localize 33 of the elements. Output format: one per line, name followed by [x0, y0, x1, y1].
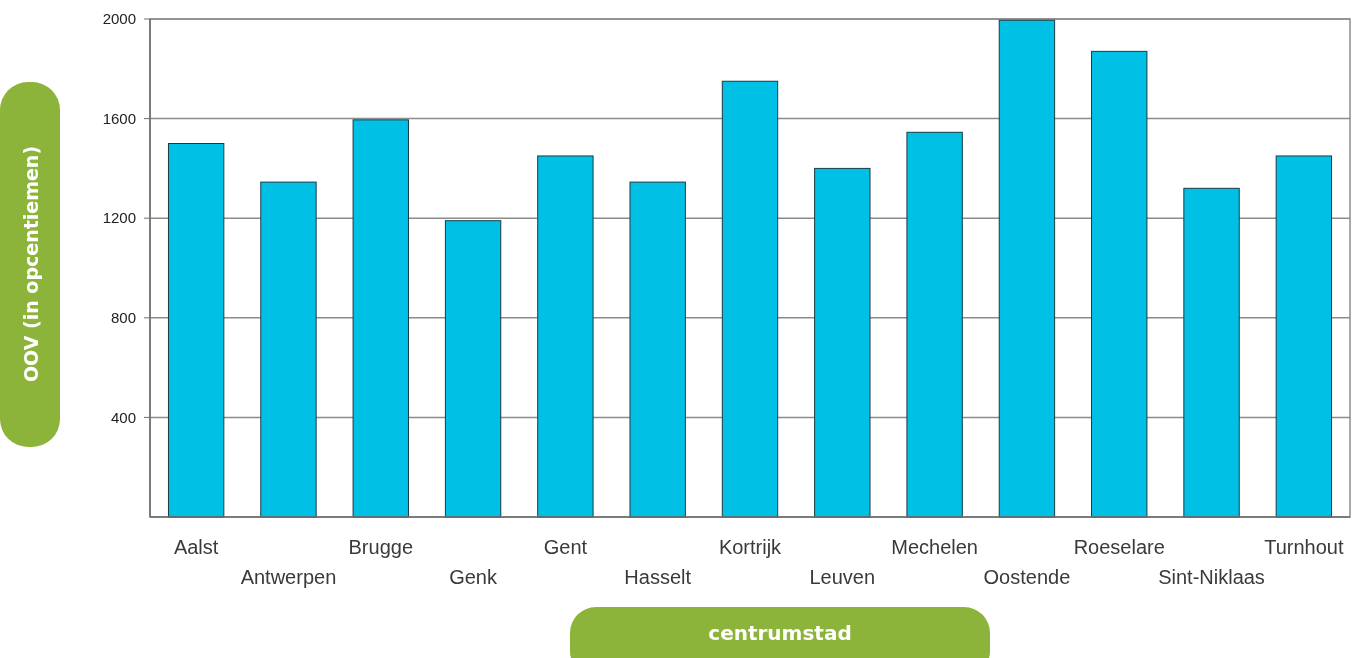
y-tick-label: 800 [110, 309, 136, 327]
bar [260, 181, 317, 518]
bar [629, 181, 686, 518]
bar [998, 19, 1056, 518]
bar [906, 131, 963, 518]
bar [814, 167, 871, 518]
bar [721, 80, 779, 518]
x-tick-label: Brugge [348, 536, 414, 558]
y-axis-title: OOV (in opcentiemen) [19, 145, 42, 383]
x-tick-label: Mechelen [891, 536, 978, 558]
bar [537, 155, 594, 518]
x-tick-label: Hasselt [624, 566, 692, 588]
x-tick-label: Kortrijk [718, 536, 783, 558]
bar [444, 220, 502, 518]
bar [1275, 155, 1333, 518]
y-tick-label: 1600 [102, 109, 136, 127]
x-tick-label: Gent [543, 536, 588, 558]
bar [352, 119, 409, 518]
bar [167, 143, 225, 518]
bar [1091, 50, 1148, 518]
x-tick-label: Turnhout [1264, 536, 1344, 558]
bar [1183, 187, 1240, 518]
x-tick-label: Sint-Niklaas [1158, 566, 1265, 588]
x-tick-label: Oostende [983, 566, 1071, 588]
y-tick-label: 400 [110, 408, 136, 426]
x-tick-label: Roeselare [1073, 536, 1165, 558]
y-tick-label: 2000 [102, 10, 136, 28]
y-tick-label: 1200 [102, 209, 136, 227]
x-axis-title: centrumstad [708, 621, 852, 645]
x-tick-label: Antwerpen [240, 566, 337, 588]
x-tick-label: Genk [449, 566, 498, 588]
x-tick-label: Aalst [173, 536, 219, 558]
x-tick-label: Leuven [809, 566, 876, 588]
